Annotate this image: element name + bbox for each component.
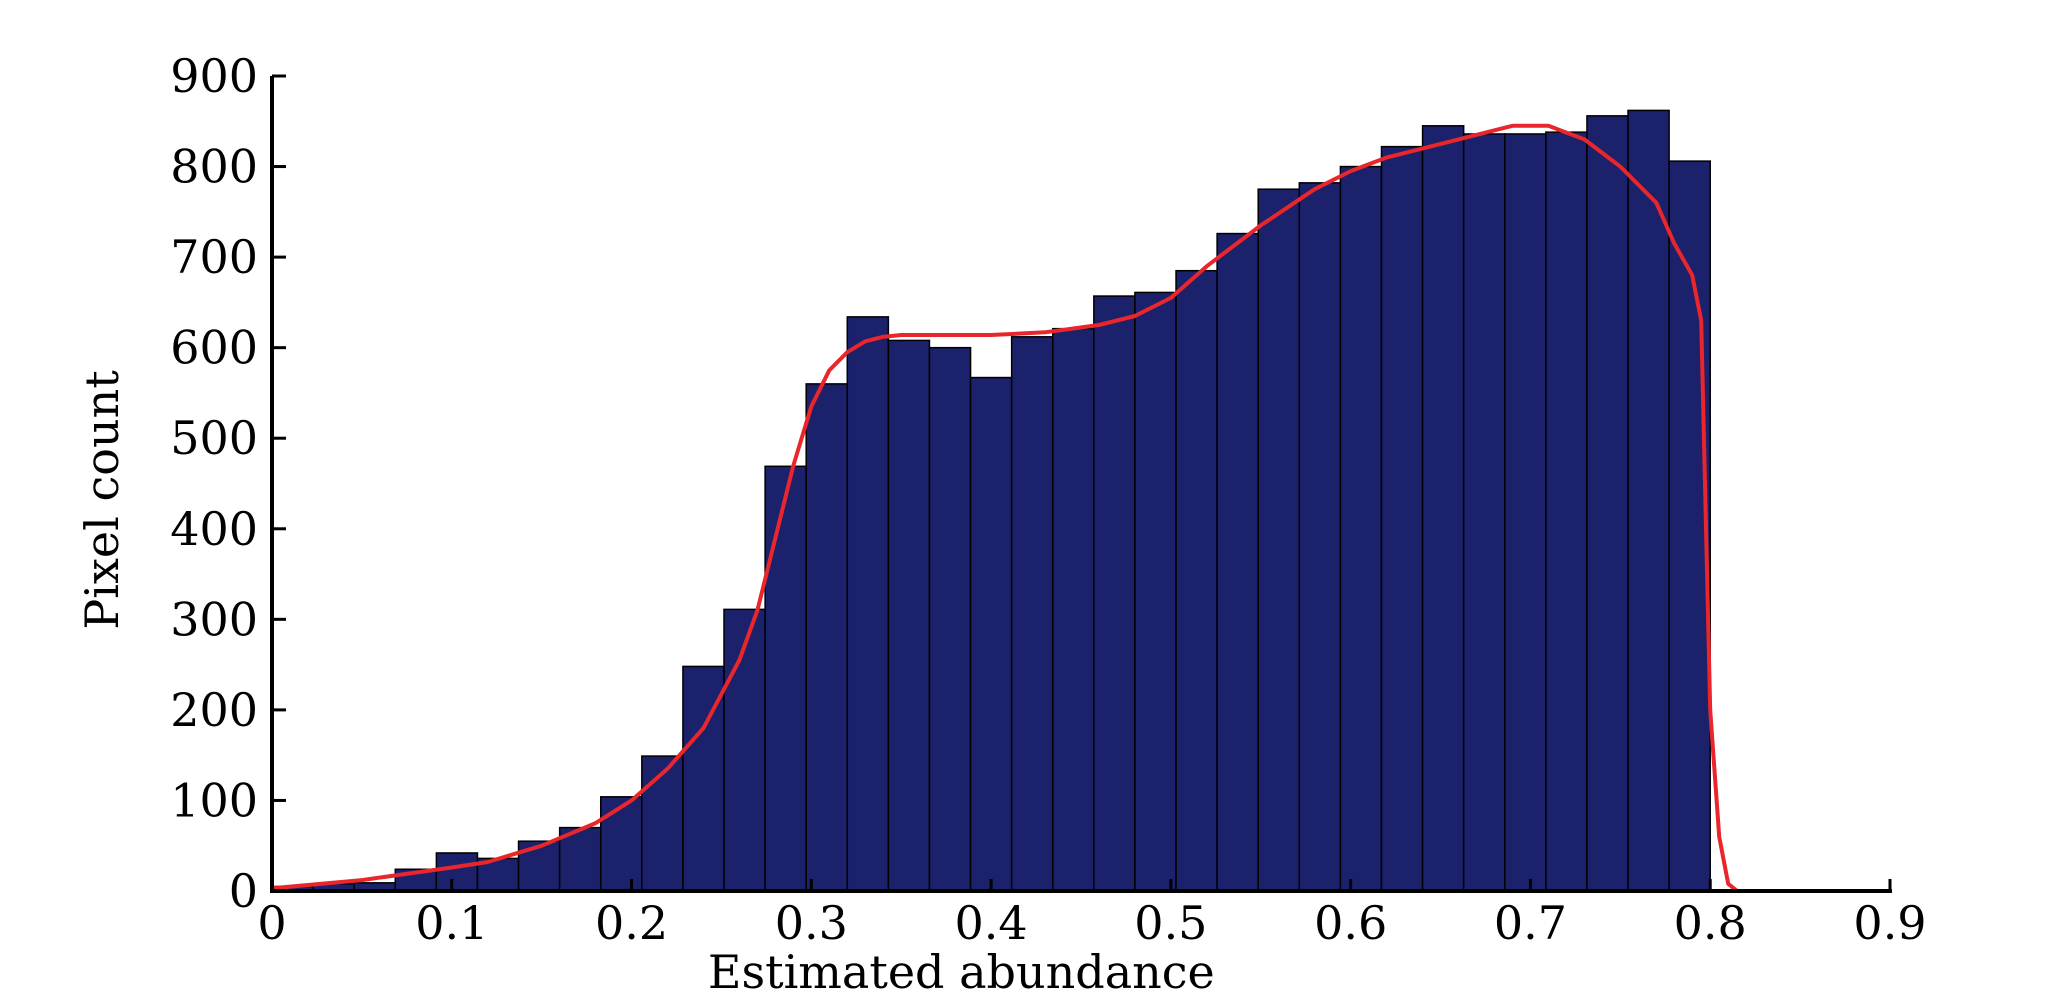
histogram-bar [1052, 327, 1095, 892]
histogram-bar [887, 339, 931, 892]
histogram-bar [928, 346, 972, 892]
histogram-bar [435, 852, 479, 892]
y-axis-title: Pixel count [75, 370, 129, 630]
y-tick-label: 900 [170, 49, 258, 103]
y-tick-label: 400 [170, 502, 258, 556]
x-tick-group: 0 0.1 0.2 0.3 0.4 0.5 0.6 0.7 0.8 0.9 [257, 879, 1927, 950]
x-tick-label: 0.4 [955, 896, 1028, 950]
histogram-bar [1134, 291, 1177, 892]
histogram-bar [805, 383, 849, 892]
histogram-bar [1504, 133, 1547, 892]
histogram-bar [476, 857, 520, 892]
y-tick-label: 800 [170, 140, 258, 194]
histogram-bar [764, 465, 807, 892]
histogram-bar [1545, 131, 1588, 892]
histogram-bar [1216, 232, 1259, 892]
histogram-bar [846, 316, 890, 892]
y-tick-label: 700 [170, 230, 258, 284]
x-tick-label: 0.8 [1674, 896, 1747, 950]
histogram-bar [969, 376, 1013, 892]
y-tick-label: 100 [170, 773, 258, 827]
histogram-bar [641, 755, 684, 892]
x-tick-label: 0.5 [1134, 896, 1207, 950]
histogram-bar [1298, 182, 1342, 892]
histogram-bar [1462, 133, 1506, 892]
y-tick-group: 0 100 200 300 400 500 600 700 800 900 [170, 49, 286, 918]
histogram-bar [1627, 109, 1670, 892]
fitted-curve [271, 123, 1739, 893]
histogram-bar [1175, 269, 1218, 892]
y-tick-label: 600 [170, 321, 258, 375]
histogram-bar [1421, 125, 1465, 892]
histogram-bar [1380, 145, 1424, 892]
bar-group [271, 109, 1711, 892]
x-tick-label: 0.1 [415, 896, 488, 950]
histogram-bar [517, 840, 561, 892]
x-axis-title: Estimated abundance [708, 945, 1215, 993]
x-tick-label: 0.6 [1314, 896, 1387, 950]
histogram-bar [1668, 160, 1711, 892]
histogram-bar [1257, 188, 1301, 892]
x-tick-label: 0.9 [1853, 896, 1926, 950]
x-tick-label: 0.3 [775, 896, 848, 950]
histogram-bar [599, 796, 643, 892]
x-tick-label: 0.7 [1494, 896, 1567, 950]
x-tick-label: 0 [257, 896, 286, 950]
histogram-bar [1010, 336, 1054, 892]
histogram-bar [1339, 165, 1383, 892]
y-tick-label: 500 [170, 411, 258, 465]
histogram-bar [1093, 295, 1136, 892]
y-tick-label: 300 [170, 592, 258, 646]
x-tick-label: 0.2 [595, 896, 668, 950]
y-tick-label: 0 [229, 864, 258, 918]
histogram-bar [1586, 115, 1629, 892]
y-tick-label: 200 [170, 683, 258, 737]
